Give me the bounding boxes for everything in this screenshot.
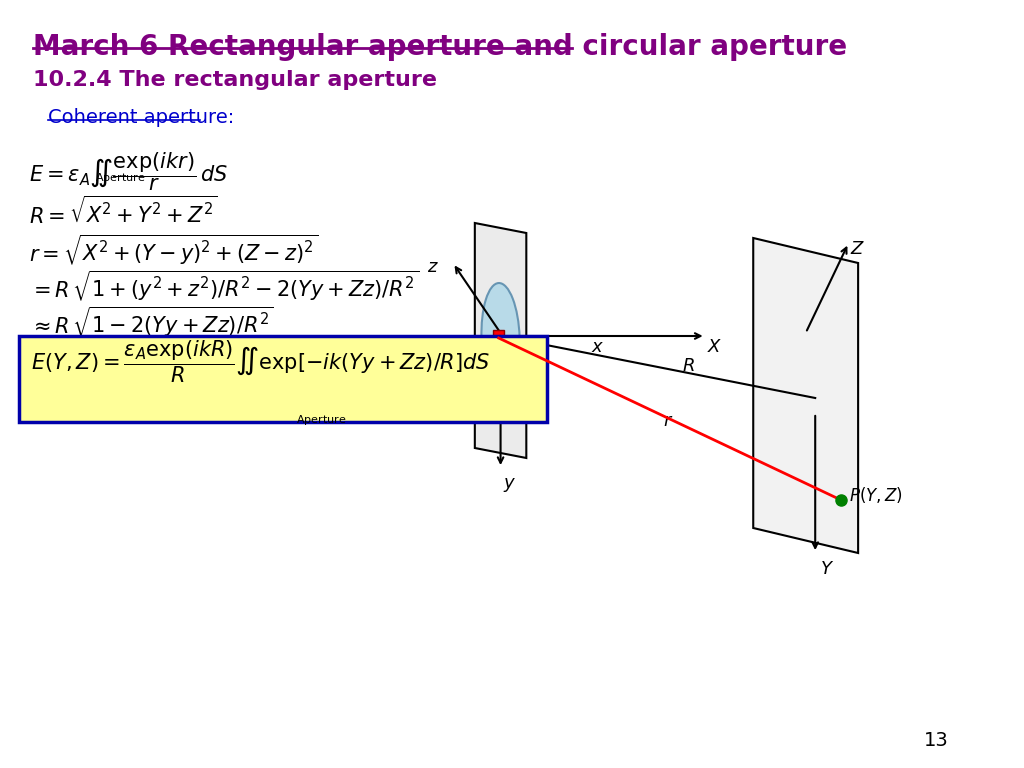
Text: 13: 13 bbox=[924, 731, 948, 750]
Text: Fraunhofer diffraction condition: Fraunhofer diffraction condition bbox=[282, 340, 543, 358]
Ellipse shape bbox=[481, 283, 520, 393]
Text: 10.2.4 The rectangular aperture: 10.2.4 The rectangular aperture bbox=[34, 70, 437, 90]
Text: $r = \sqrt{X^2 + (Y-y)^2 + (Z-z)^2}$: $r = \sqrt{X^2 + (Y-y)^2 + (Z-z)^2}$ bbox=[29, 232, 317, 266]
Text: $R$: $R$ bbox=[682, 357, 694, 375]
Bar bbox=[493, 330, 505, 346]
Text: $E(Y,Z) = \dfrac{\varepsilon_A \exp(ikR)}{R} \iint \exp\!\left[-ik(Yy+Zz)/R\righ: $E(Y,Z) = \dfrac{\varepsilon_A \exp(ikR)… bbox=[31, 338, 489, 385]
Text: March 6 Rectangular aperture and circular aperture: March 6 Rectangular aperture and circula… bbox=[34, 33, 848, 61]
Text: $dS\!=\!dydz$: $dS\!=\!dydz$ bbox=[458, 348, 529, 417]
Text: $R = \sqrt{X^2 + Y^2 + Z^2}$: $R = \sqrt{X^2 + Y^2 + Z^2}$ bbox=[29, 196, 217, 228]
Text: $x$: $x$ bbox=[591, 338, 604, 356]
Text: $\mathrm{Aperture}$: $\mathrm{Aperture}$ bbox=[296, 413, 346, 427]
Polygon shape bbox=[475, 223, 526, 458]
Text: $X$: $X$ bbox=[708, 338, 723, 356]
Text: $r$: $r$ bbox=[663, 412, 673, 430]
Text: Coherent aperture:: Coherent aperture: bbox=[48, 108, 233, 127]
Text: $Y$: $Y$ bbox=[820, 560, 835, 578]
Polygon shape bbox=[754, 238, 858, 553]
Text: $= R\,\sqrt{1+(y^2+z^2)/R^2 - 2(Yy+Zz)/R^2}$: $= R\,\sqrt{1+(y^2+z^2)/R^2 - 2(Yy+Zz)/R… bbox=[29, 268, 419, 303]
Text: $E = \varepsilon_A \iint \dfrac{\exp(ikr)}{r} \, dS$: $E = \varepsilon_A \iint \dfrac{\exp(ikr… bbox=[29, 150, 227, 193]
Text: $\mathrm{Aperture}$: $\mathrm{Aperture}$ bbox=[95, 171, 145, 185]
Text: $z$: $z$ bbox=[427, 258, 438, 276]
Text: $Z$: $Z$ bbox=[851, 240, 865, 258]
Text: $\approx R\left[1-(Yy+Zz)/R^2\right]$: $\approx R\left[1-(Yy+Zz)/R^2\right]$ bbox=[29, 340, 246, 369]
Text: $y$: $y$ bbox=[504, 476, 517, 494]
FancyBboxPatch shape bbox=[19, 336, 547, 422]
Text: $P(Y,Z)$: $P(Y,Z)$ bbox=[849, 485, 902, 505]
Text: $\approx R\,\sqrt{1-2(Yy+Zz)/R^2}$: $\approx R\,\sqrt{1-2(Yy+Zz)/R^2}$ bbox=[29, 304, 273, 339]
